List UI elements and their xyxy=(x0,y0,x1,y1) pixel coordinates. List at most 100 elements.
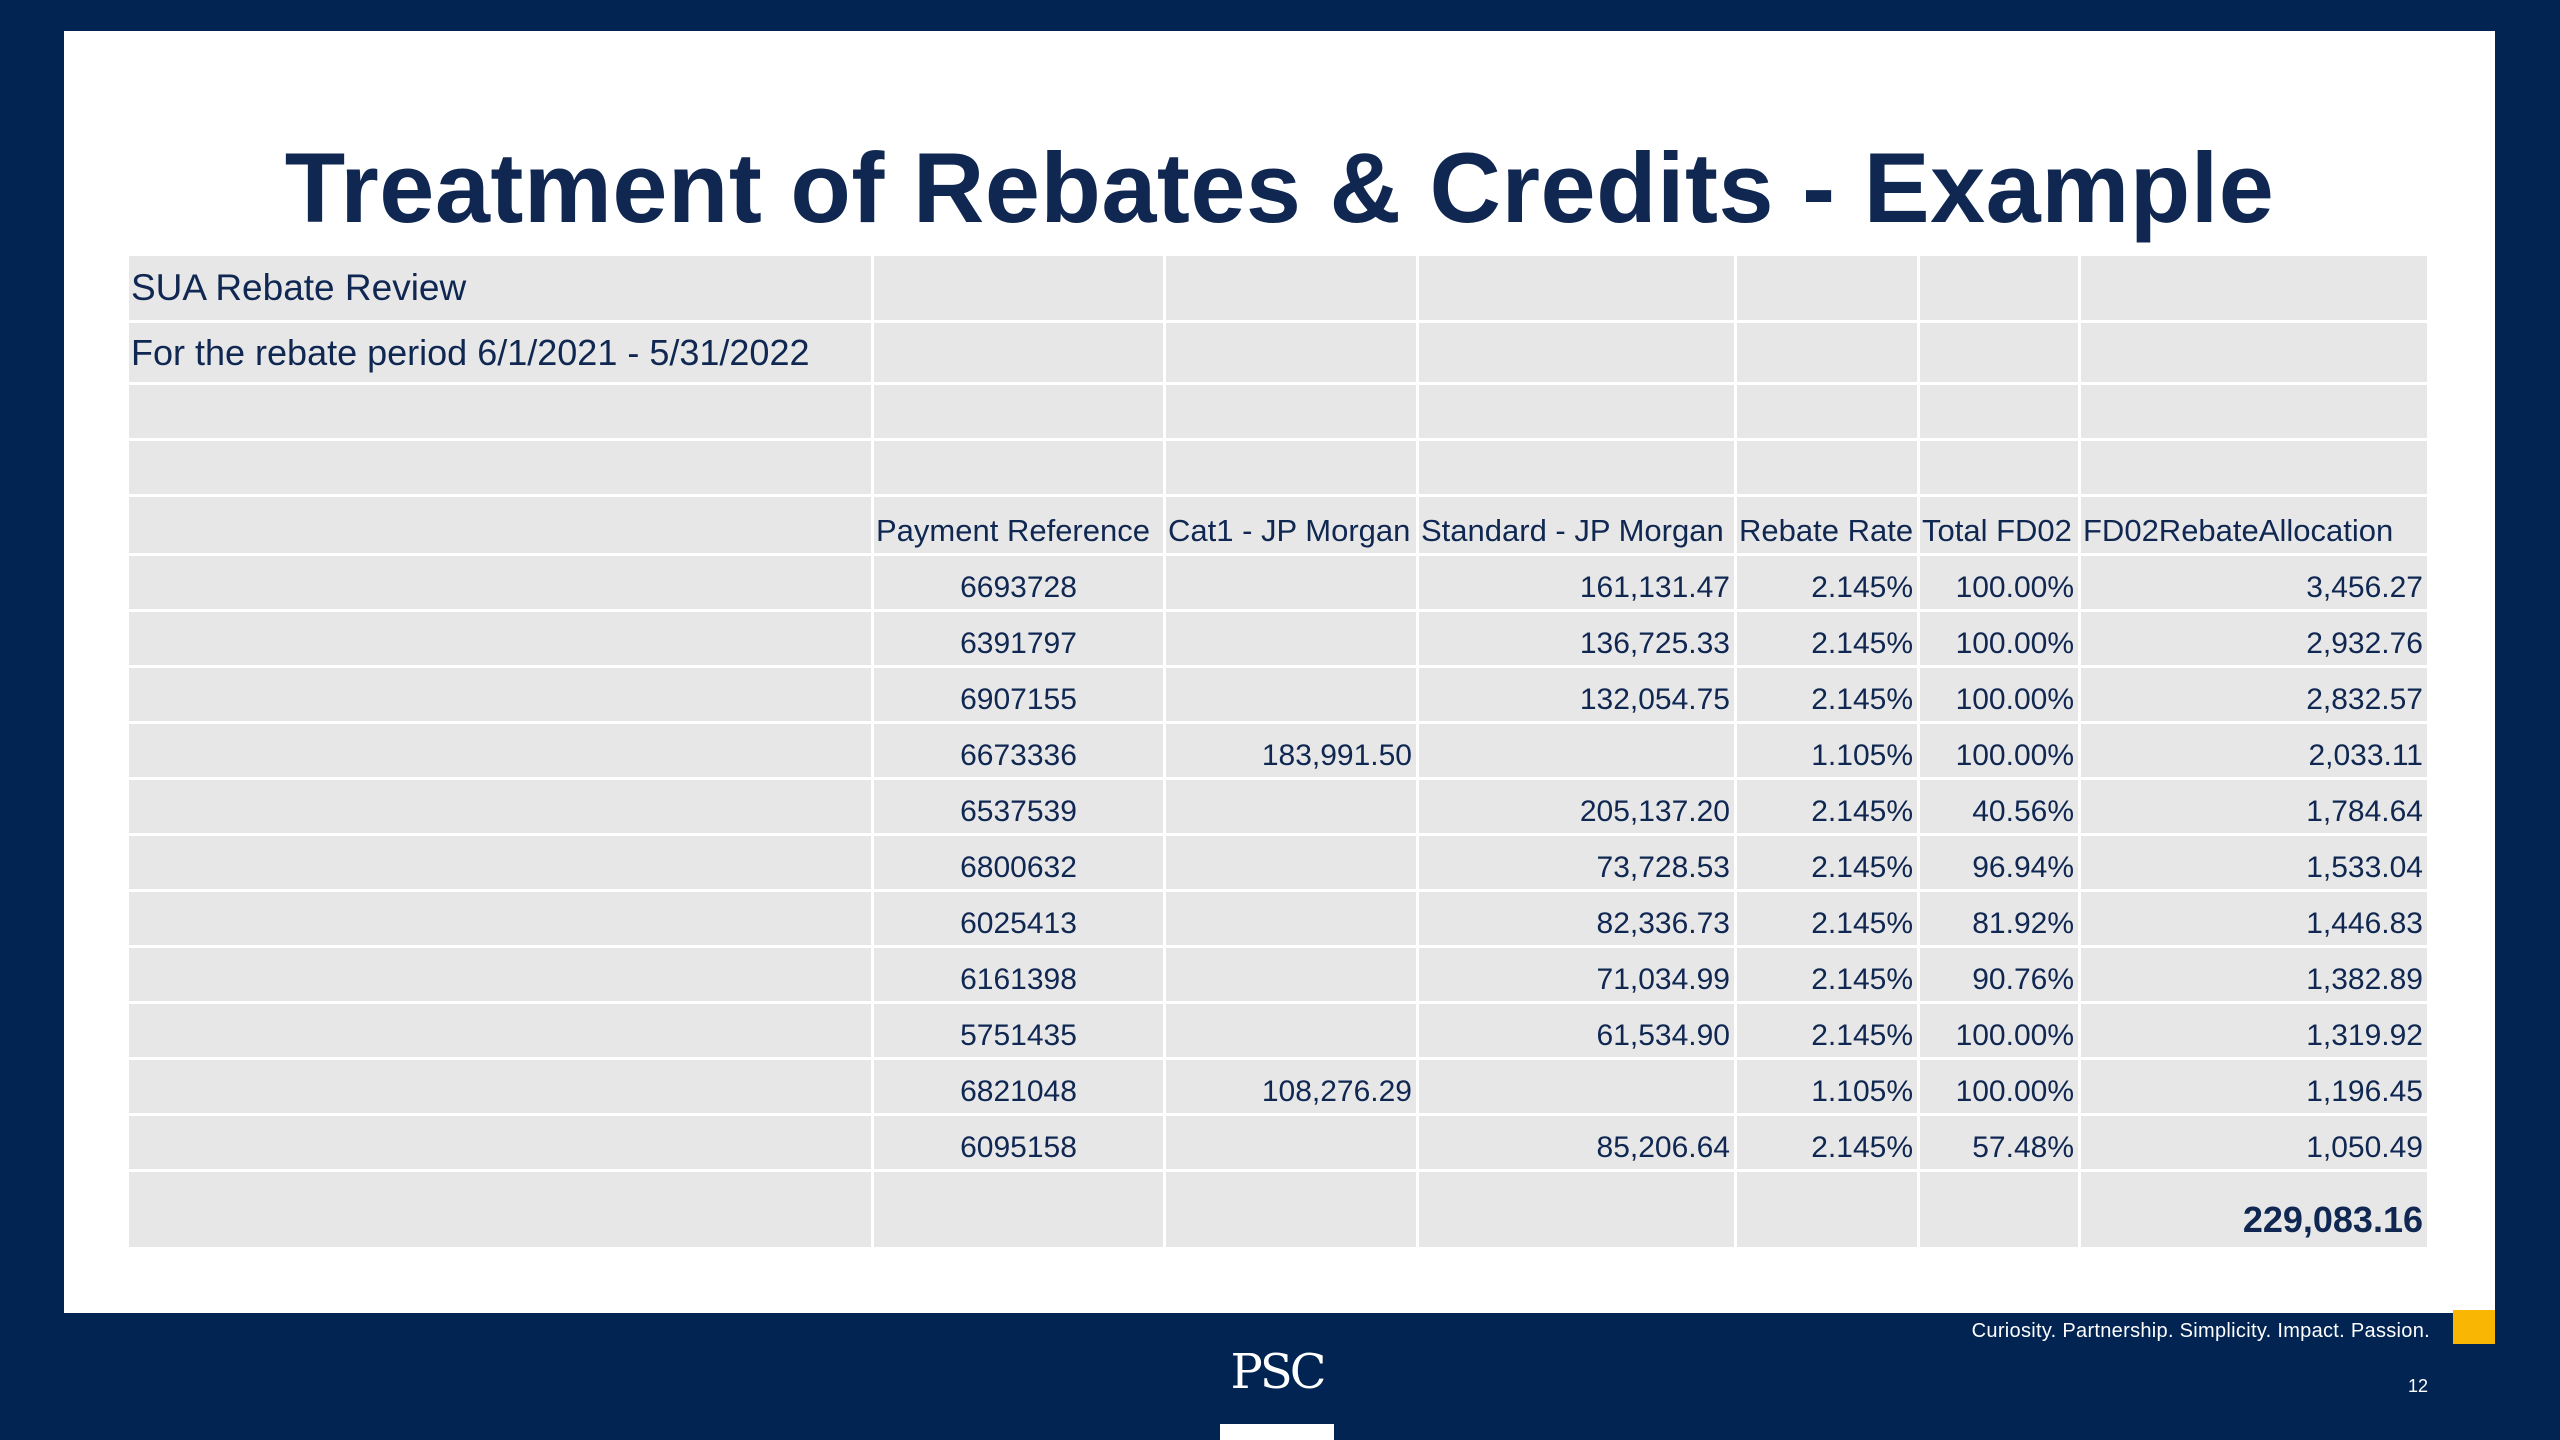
table-cell: 1,319.92 xyxy=(2081,1004,2427,1060)
table-cell xyxy=(1166,892,1419,948)
table-cell xyxy=(1166,780,1419,836)
empty-cell xyxy=(1166,323,1419,385)
table-cell: 1,382.89 xyxy=(2081,948,2427,1004)
table-cell: 5751435 xyxy=(874,1004,1166,1060)
table-cell: 90.76% xyxy=(1920,948,2081,1004)
table-cell: 6693728 xyxy=(874,556,1166,612)
column-header: Payment Reference xyxy=(874,497,1166,556)
empty-cell xyxy=(1166,441,1419,497)
table-cell: 6161398 xyxy=(874,948,1166,1004)
empty-cell xyxy=(874,1172,1166,1250)
table-cell: 81.92% xyxy=(1920,892,2081,948)
empty-cell xyxy=(129,556,874,612)
empty-cell xyxy=(129,385,874,441)
accent-block xyxy=(2453,1310,2495,1344)
column-header: Standard - JP Morgan xyxy=(1419,497,1737,556)
empty-cell xyxy=(1166,1172,1419,1250)
rebate-table: SUA Rebate Review For the rebate period 6… xyxy=(129,256,2427,1250)
table-cell: 2.145% xyxy=(1737,612,1920,668)
table-cell: 1,050.49 xyxy=(2081,1116,2427,1172)
table-cell: 2,932.76 xyxy=(2081,612,2427,668)
table-cell: 1.105% xyxy=(1737,1060,1920,1116)
empty-cell xyxy=(129,892,874,948)
table-cell: 205,137.20 xyxy=(1419,780,1737,836)
empty-cell xyxy=(2081,256,2427,323)
logo-bar xyxy=(1220,1424,1334,1440)
table-cell: 61,534.90 xyxy=(1419,1004,1737,1060)
empty-cell xyxy=(1419,385,1737,441)
psc-logo: PSC xyxy=(1222,1344,1332,1400)
table-cell: 71,034.99 xyxy=(1419,948,1737,1004)
table-cell: 100.00% xyxy=(1920,556,2081,612)
table-cell: 6821048 xyxy=(874,1060,1166,1116)
table-cell: 2.145% xyxy=(1737,1116,1920,1172)
empty-cell xyxy=(129,668,874,724)
table-cell: 6673336 xyxy=(874,724,1166,780)
table-cell: 2.145% xyxy=(1737,668,1920,724)
empty-cell xyxy=(129,441,874,497)
table-cell: 57.48% xyxy=(1920,1116,2081,1172)
slide-title: Treatment of Rebates & Credits - Example xyxy=(284,132,2275,243)
empty-cell xyxy=(1166,256,1419,323)
empty-cell xyxy=(1920,323,2081,385)
empty-cell xyxy=(1920,256,2081,323)
empty-cell xyxy=(874,256,1166,323)
table-cell xyxy=(1166,1004,1419,1060)
column-header: FD02RebateAllocation xyxy=(2081,497,2427,556)
table-cell: 2,033.11 xyxy=(2081,724,2427,780)
table-cell: 6907155 xyxy=(874,668,1166,724)
empty-cell xyxy=(2081,441,2427,497)
table-cell xyxy=(1166,668,1419,724)
table-cell: 2.145% xyxy=(1737,780,1920,836)
table-cell xyxy=(1166,1116,1419,1172)
empty-cell xyxy=(1737,385,1920,441)
empty-cell xyxy=(129,1004,874,1060)
table-cell xyxy=(1166,612,1419,668)
table-cell: 1,446.83 xyxy=(2081,892,2427,948)
empty-cell xyxy=(1920,1172,2081,1250)
empty-cell xyxy=(129,836,874,892)
empty-cell xyxy=(129,1116,874,1172)
table-cell: 2,832.57 xyxy=(2081,668,2427,724)
table-cell: 161,131.47 xyxy=(1419,556,1737,612)
empty-cell xyxy=(1737,1172,1920,1250)
table-cell: 6537539 xyxy=(874,780,1166,836)
table-cell: 2.145% xyxy=(1737,836,1920,892)
column-header: Cat1 - JP Morgan xyxy=(1166,497,1419,556)
table-cell xyxy=(1419,724,1737,780)
table-cell: 100.00% xyxy=(1920,724,2081,780)
table-cell: 1.105% xyxy=(1737,724,1920,780)
table-cell: 1,196.45 xyxy=(2081,1060,2427,1116)
table-cell: 2.145% xyxy=(1737,948,1920,1004)
empty-cell xyxy=(2081,385,2427,441)
table-cell: 100.00% xyxy=(1920,612,2081,668)
empty-cell xyxy=(129,948,874,1004)
table-cell: 82,336.73 xyxy=(1419,892,1737,948)
table-subheading: For the rebate period 6/1/2021 - 5/31/20… xyxy=(129,323,874,385)
table-cell: 6391797 xyxy=(874,612,1166,668)
empty-cell xyxy=(874,385,1166,441)
empty-cell xyxy=(1920,441,2081,497)
table-cell xyxy=(1166,556,1419,612)
table-cell xyxy=(1166,948,1419,1004)
empty-cell xyxy=(129,612,874,668)
table-cell: 73,728.53 xyxy=(1419,836,1737,892)
table-cell: 108,276.29 xyxy=(1166,1060,1419,1116)
table-cell: 183,991.50 xyxy=(1166,724,1419,780)
empty-cell xyxy=(1920,385,2081,441)
logo-text: PSC xyxy=(1230,1344,1327,1400)
table-cell: 96.94% xyxy=(1920,836,2081,892)
empty-cell xyxy=(1737,441,1920,497)
empty-cell xyxy=(129,497,874,556)
table-cell: 100.00% xyxy=(1920,668,2081,724)
empty-cell xyxy=(1419,441,1737,497)
table-cell: 2.145% xyxy=(1737,1004,1920,1060)
empty-cell xyxy=(129,1060,874,1116)
empty-cell xyxy=(1419,323,1737,385)
table-cell: 6800632 xyxy=(874,836,1166,892)
table-cell: 100.00% xyxy=(1920,1060,2081,1116)
empty-cell xyxy=(129,780,874,836)
empty-cell xyxy=(1166,385,1419,441)
tagline: Curiosity. Partnership. Simplicity. Impa… xyxy=(1971,1320,2430,1342)
empty-cell xyxy=(2081,323,2427,385)
